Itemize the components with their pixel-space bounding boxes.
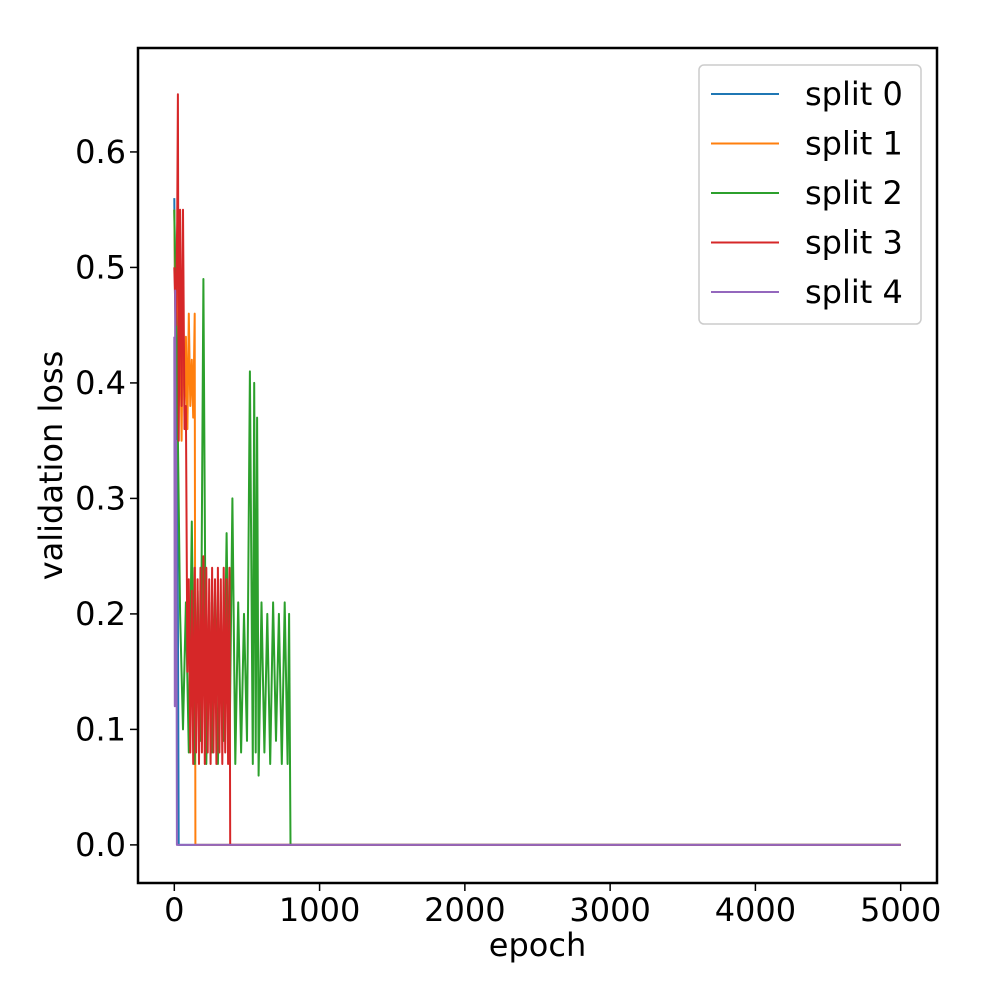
x-tick-label: 1000 bbox=[279, 891, 360, 929]
legend-label-split-3: split 3 bbox=[805, 224, 903, 262]
y-axis-ticks: 0.0 0.1 0.2 0.3 0.4 0.5 0.6 bbox=[75, 133, 138, 864]
x-axis-label: epoch bbox=[489, 926, 586, 964]
legend-box bbox=[698, 64, 922, 325]
series-line-split-3 bbox=[173, 93, 901, 846]
legend-label-split-4: split 4 bbox=[805, 273, 903, 311]
plot-frame bbox=[136, 46, 939, 885]
x-axis-ticks: 0 1000 2000 3000 4000 5000 bbox=[164, 883, 941, 929]
x-tick-label: 5000 bbox=[860, 891, 941, 929]
series-line-split-4 bbox=[173, 289, 901, 846]
x-tick-label: 4000 bbox=[715, 891, 796, 929]
y-tick-label: 0.4 bbox=[75, 364, 126, 402]
legend-label-split-1: split 1 bbox=[805, 125, 903, 163]
y-tick-label: 0.3 bbox=[75, 479, 126, 517]
legend-label-split-2: split 2 bbox=[805, 174, 903, 212]
x-tick-label: 2000 bbox=[424, 891, 505, 929]
y-tick-label: 0.6 bbox=[75, 133, 126, 171]
x-tick-label: 3000 bbox=[569, 891, 650, 929]
y-tick-label: 0.5 bbox=[75, 248, 126, 286]
y-tick-label: 0.0 bbox=[75, 826, 126, 864]
y-tick-label: 0.2 bbox=[75, 595, 126, 633]
x-tick-label: 0 bbox=[164, 891, 184, 929]
legend-label-split-0: split 0 bbox=[805, 75, 903, 113]
legend: split 0 split 1 split 2 split 3 split 4 bbox=[698, 64, 922, 325]
y-axis-label: validation loss bbox=[32, 351, 70, 581]
plot-area bbox=[173, 93, 901, 846]
y-tick-label: 0.1 bbox=[75, 710, 126, 748]
